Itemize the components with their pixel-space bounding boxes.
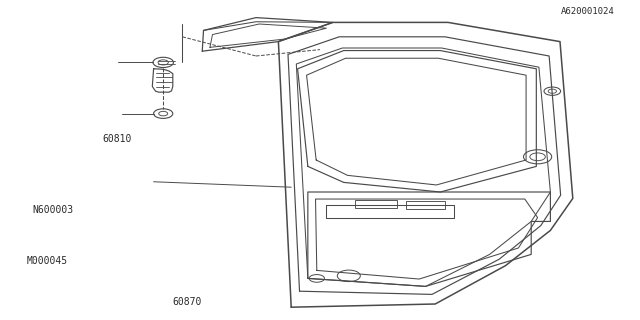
Text: 60870: 60870 xyxy=(173,297,202,308)
Text: A620001024: A620001024 xyxy=(561,7,614,16)
Text: 60810: 60810 xyxy=(102,134,132,144)
Text: N600003: N600003 xyxy=(32,204,73,215)
Bar xyxy=(355,200,397,208)
Bar xyxy=(406,201,445,209)
Text: M000045: M000045 xyxy=(27,256,68,266)
